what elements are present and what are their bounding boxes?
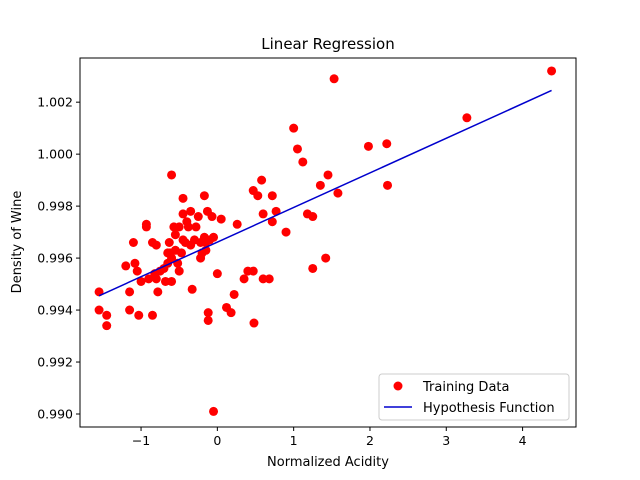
- data-point: [267, 191, 277, 201]
- data-point: [239, 274, 249, 284]
- y-tick-label: 1.000: [37, 147, 73, 162]
- data-point: [462, 113, 472, 123]
- data-point: [323, 170, 333, 180]
- data-point: [183, 222, 193, 232]
- data-point: [253, 191, 263, 201]
- data-point: [258, 209, 268, 219]
- data-point: [216, 214, 226, 224]
- data-point: [153, 287, 163, 297]
- data-point: [209, 232, 219, 242]
- data-point: [164, 238, 174, 247]
- data-point: [167, 276, 177, 286]
- legend-box: [378, 373, 570, 421]
- data-point: [308, 212, 318, 222]
- data-point: [132, 266, 142, 276]
- legend-training-label: Training Data: [422, 380, 509, 395]
- data-point: [229, 289, 239, 299]
- data-point: [249, 318, 259, 328]
- y-tick-label: 1.002: [37, 95, 73, 110]
- plot-frame: [79, 57, 577, 428]
- data-point: [209, 406, 219, 416]
- hypothesis-line-layer: [98, 89, 552, 297]
- data-point: [281, 227, 291, 237]
- data-point: [191, 222, 201, 232]
- y-axis-label: Density of Wine: [10, 191, 25, 294]
- data-point: [102, 321, 112, 331]
- data-point: [264, 274, 274, 284]
- data-point: [147, 310, 157, 320]
- data-point: [176, 248, 186, 258]
- data-point: [128, 238, 138, 247]
- x-axis-label: Normalized Acidity: [267, 455, 389, 470]
- data-point: [170, 230, 180, 240]
- data-point: [125, 287, 135, 297]
- data-point: [382, 139, 392, 149]
- data-point: [207, 212, 217, 222]
- y-tick-label: 0.992: [37, 355, 73, 370]
- data-point: [125, 305, 135, 315]
- data-point: [94, 305, 104, 315]
- x-tick-label: −1: [132, 433, 150, 448]
- data-point: [187, 284, 197, 294]
- data-point: [151, 274, 161, 284]
- data-point: [315, 180, 325, 190]
- data-point: [130, 258, 140, 268]
- data-point: [141, 222, 151, 232]
- data-point: [178, 193, 188, 203]
- data-point: [308, 263, 318, 273]
- x-tick-label: 4: [519, 433, 527, 448]
- data-point: [547, 66, 557, 76]
- chart-title: Linear Regression: [261, 35, 394, 53]
- x-axis-ticks: −1 0 1 2 3 4: [132, 427, 527, 448]
- data-point: [203, 315, 213, 325]
- training-data-points: [94, 66, 557, 416]
- y-tick-label: 0.994: [37, 303, 73, 318]
- legend-hypothesis-label: Hypothesis Function: [423, 401, 555, 416]
- data-point: [321, 253, 331, 263]
- y-tick-label: 0.996: [37, 251, 73, 266]
- data-point: [151, 240, 161, 250]
- data-point: [333, 188, 343, 198]
- data-point: [248, 266, 258, 276]
- data-point: [289, 123, 299, 133]
- data-point: [144, 274, 154, 284]
- x-tick-label: 2: [366, 433, 374, 448]
- data-point: [199, 191, 209, 201]
- data-point: [203, 308, 213, 318]
- y-tick-label: 0.990: [37, 407, 73, 422]
- data-point: [363, 141, 373, 151]
- data-point: [134, 310, 144, 320]
- data-point: [226, 308, 236, 318]
- data-point: [329, 74, 339, 84]
- data-point: [232, 219, 242, 229]
- data-point: [136, 276, 146, 286]
- legend: Training Data Hypothesis Function: [378, 373, 570, 421]
- x-tick-label: 0: [213, 433, 221, 448]
- data-point: [167, 170, 177, 180]
- data-point: [298, 157, 308, 167]
- data-point: [257, 175, 267, 185]
- y-tick-label: 0.998: [37, 199, 73, 214]
- data-point: [383, 180, 393, 190]
- data-point: [167, 253, 177, 263]
- data-point: [186, 206, 196, 216]
- data-point: [174, 266, 184, 276]
- x-tick-label: 1: [290, 433, 298, 448]
- data-point: [212, 269, 222, 279]
- data-point: [174, 222, 184, 232]
- hypothesis-line: [98, 89, 552, 297]
- data-point: [271, 206, 281, 216]
- data-point: [121, 261, 131, 271]
- data-point: [193, 212, 203, 222]
- x-tick-label: 3: [442, 433, 450, 448]
- data-point: [267, 217, 277, 227]
- data-point: [292, 144, 302, 154]
- data-point: [102, 310, 112, 320]
- y-axis-ticks: 0.990 0.992 0.994 0.996 0.998 1.000 1.002: [37, 95, 80, 422]
- data-point: [178, 209, 188, 219]
- legend-training-marker: [393, 381, 403, 391]
